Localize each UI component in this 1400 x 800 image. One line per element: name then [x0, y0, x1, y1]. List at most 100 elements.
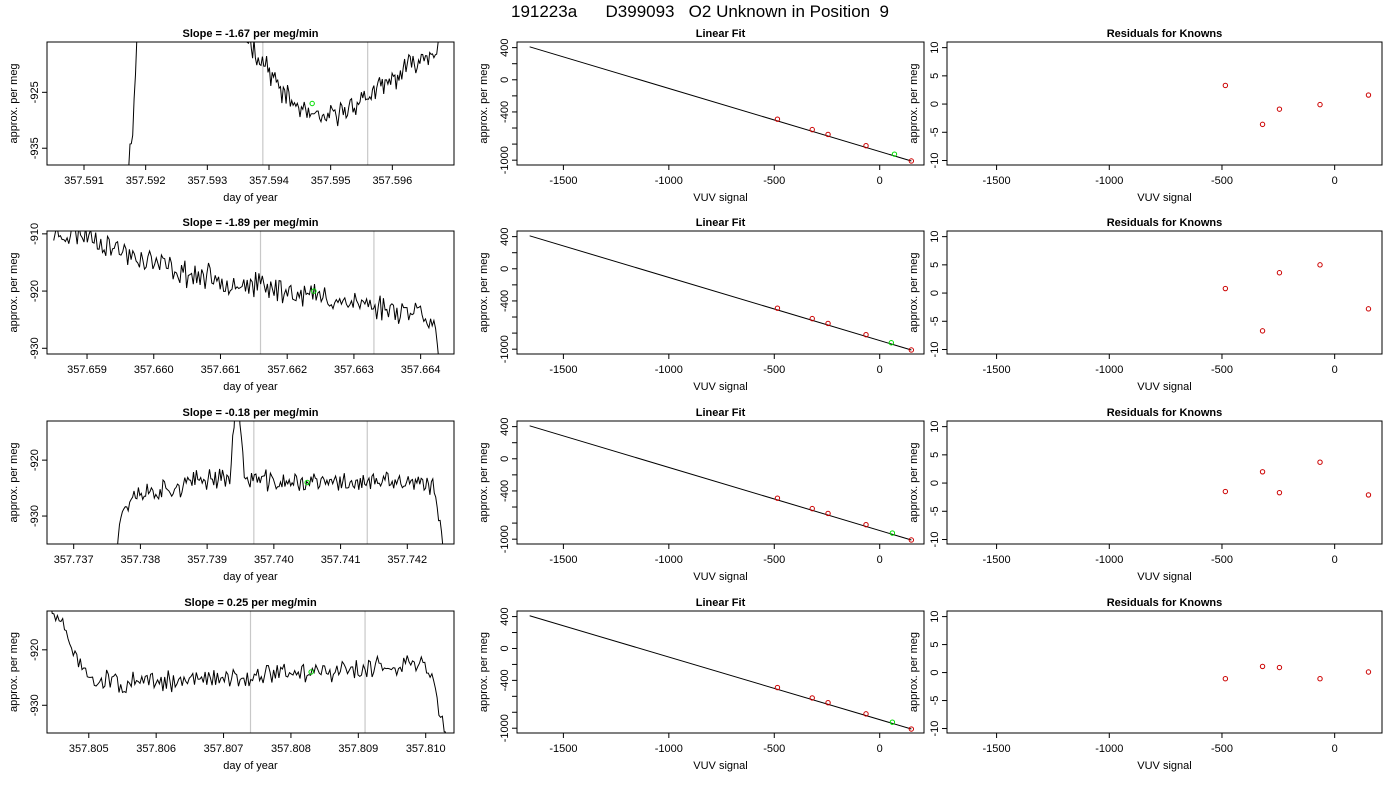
y-tick-label: -10: [929, 342, 941, 358]
fit-line: [529, 235, 912, 351]
panel-frame: [516, 420, 925, 545]
x-tick-label: -500: [1211, 364, 1233, 376]
x-tick-label: -1500: [549, 364, 577, 376]
y-tick-label: 0: [929, 669, 941, 675]
x-tick-label: -1000: [655, 364, 683, 376]
known-point: [1276, 270, 1283, 276]
x-tick-label: 0: [877, 175, 883, 187]
x-tick-label: 0: [877, 743, 883, 755]
known-point: [825, 320, 831, 327]
x-tick-label: 0: [877, 554, 883, 566]
panel-frame: [946, 230, 1383, 355]
fit-line: [529, 425, 912, 541]
panel-frame: [46, 610, 455, 734]
known-point: [774, 495, 781, 501]
panel-frame: [946, 41, 1383, 166]
x-axis-label: VUV signal: [693, 192, 747, 204]
known-point: [1365, 306, 1372, 312]
x-tick-label: -500: [763, 364, 785, 376]
known-point: [1259, 328, 1266, 334]
x-tick-label: -500: [1211, 743, 1233, 755]
y-tick-label: -1000: [499, 146, 511, 174]
y-tick-label: 10: [929, 610, 941, 622]
known-point: [908, 158, 915, 164]
figure-title: 191223a D399093 O2 Unknown in Position 9: [510, 2, 890, 21]
known-point: [774, 116, 781, 122]
plot-area: [117, 421, 444, 544]
x-tick-label: 0: [1332, 175, 1338, 187]
y-tick-label: 0: [929, 101, 941, 107]
x-axis-label: VUV signal: [1137, 760, 1191, 772]
y-tick-label: -920: [29, 449, 41, 471]
known-point: [1259, 121, 1266, 128]
known-point: [1276, 664, 1283, 671]
y-axis-label: approx. per meg: [908, 632, 920, 712]
plot-area: [529, 615, 915, 732]
x-tick-label: 357.809: [338, 743, 378, 755]
known-point: [1365, 669, 1372, 675]
x-axis-label: day of year: [223, 760, 278, 772]
x-axis-label: day of year: [223, 571, 278, 583]
panel-0-1: Linear Fit -1500 -1000 -500 0 -1000 -400 0 400 VU…: [478, 28, 925, 204]
x-tick-label: 357.741: [321, 554, 361, 566]
panel-frame: [946, 420, 1383, 545]
panel-3-1: Linear Fit -1500 -1000 -500 0 -1000 -400 0 400 VU…: [478, 597, 925, 772]
y-axis-label: approx. per meg: [908, 63, 920, 143]
x-tick-label: -500: [1211, 554, 1233, 566]
x-tick-label: 357.810: [406, 743, 446, 755]
y-axis-label: approx. per meg: [478, 442, 490, 522]
panel-title: Linear Fit: [696, 28, 746, 40]
x-tick-label: 357.806: [136, 743, 176, 755]
unknown-point: [889, 719, 896, 725]
known-point: [809, 695, 815, 701]
plot-area: [1222, 663, 1372, 682]
known-point: [825, 131, 831, 138]
unknown-marker: [311, 288, 317, 294]
panel-title: Residuals for Knowns: [1107, 407, 1223, 419]
x-tick-label: -1000: [1095, 743, 1123, 755]
unknown-marker: [309, 100, 315, 107]
panel-0-0: Slope = -1.67 per meg/min 357.591 357.592 3…: [8, 28, 455, 204]
y-axis-label: approx. per meg: [478, 63, 490, 143]
y-tick-label: 10: [929, 421, 941, 433]
y-tick-label: -400: [499, 480, 511, 502]
y-tick-label: -10: [929, 721, 941, 737]
x-tick-label: 357.739: [187, 554, 227, 566]
x-tick-label: 357.594: [249, 175, 289, 187]
x-axis-label: day of year: [223, 192, 278, 204]
fit-line: [529, 46, 912, 162]
known-point: [809, 315, 815, 322]
known-point: [1222, 676, 1229, 682]
plot-area: [1222, 262, 1372, 334]
panel-frame: [46, 420, 455, 545]
panel-3-2: Residuals for Knowns -1500 -1000 -500 0 -10 -5…: [908, 597, 1383, 772]
known-point: [825, 699, 831, 706]
x-tick-label: -1000: [1095, 554, 1123, 566]
plot-area: [128, 42, 439, 165]
panel-2-2: Residuals for Knowns -1500 -1000 -500 0 -10 -5…: [908, 407, 1383, 583]
y-axis-label: approx. per meg: [8, 632, 20, 712]
y-tick-label: 0: [499, 77, 511, 83]
y-axis-label: approx. per meg: [8, 442, 20, 522]
panel-frame: [46, 41, 455, 166]
signal-trace: [128, 42, 439, 165]
x-tick-label: 357.742: [387, 554, 427, 566]
y-tick-label: -930: [29, 505, 41, 527]
y-tick-label: 0: [929, 290, 941, 296]
x-tick-label: 357.737: [54, 554, 94, 566]
x-tick-label: -500: [763, 743, 785, 755]
known-point: [1222, 82, 1229, 89]
y-tick-label: -930: [29, 337, 41, 359]
known-point: [1365, 92, 1372, 98]
x-tick-label: 0: [877, 364, 883, 376]
panel-title: Residuals for Knowns: [1107, 28, 1223, 40]
x-tick-label: -500: [763, 554, 785, 566]
known-point: [774, 305, 781, 311]
y-tick-label: -10: [929, 532, 941, 548]
x-tick-label: -1000: [655, 554, 683, 566]
plot-area: [529, 46, 915, 164]
x-tick-label: -500: [1211, 175, 1233, 187]
known-point: [1365, 492, 1372, 498]
x-tick-label: 357.662: [267, 364, 307, 376]
plot-area: [529, 425, 915, 543]
